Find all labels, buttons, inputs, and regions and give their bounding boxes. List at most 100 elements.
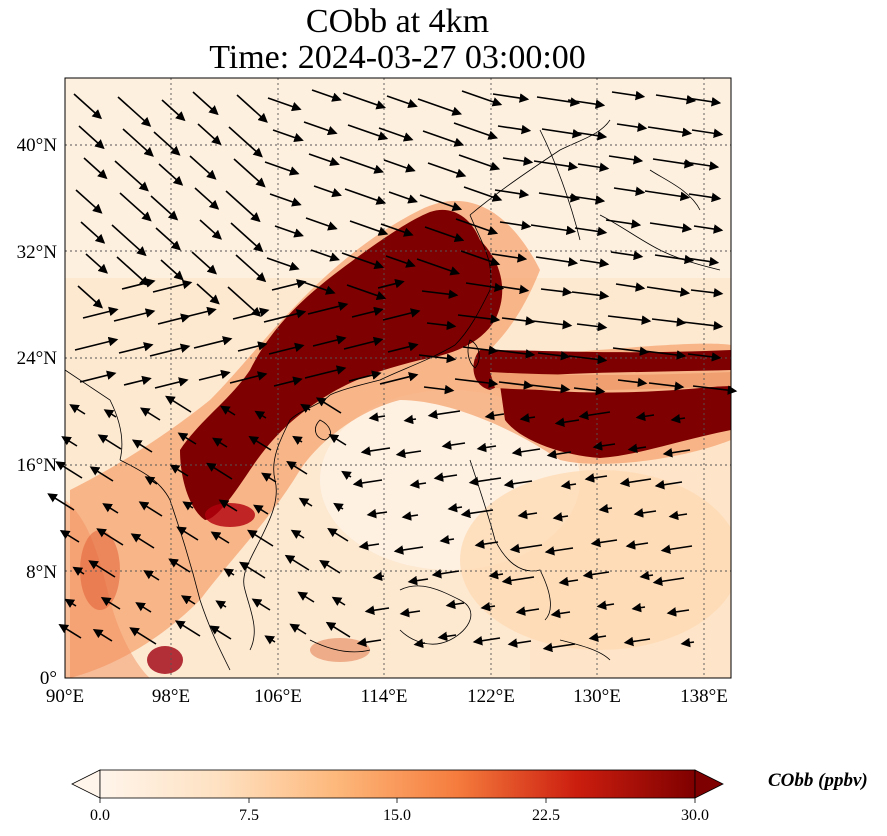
wind-vector [608,154,644,165]
x-tick: 138°E [680,686,728,707]
wind-vector [627,443,647,454]
wind-vector [385,255,416,268]
wind-vector [274,225,304,238]
wind-vector [668,510,688,521]
wind-vector [423,384,455,395]
wind-vector [236,94,268,123]
wind-vector [655,94,697,105]
wind-vector [652,158,695,169]
wind-vector [386,95,418,109]
wind-vector [569,195,606,205]
wind-vector [455,218,499,236]
wind-vector [680,637,695,648]
wind-vector [121,278,156,290]
wind-vector [55,461,83,479]
wind-vector [327,527,349,542]
wind-vector [286,460,308,475]
wind-vector [64,598,77,608]
wind-vector [339,156,385,174]
map-frame [64,77,732,679]
wind-vector [267,97,302,112]
wind-vector [654,254,695,265]
wind-vector [499,220,532,231]
wind-vector [144,476,158,486]
wind-vector [158,163,184,186]
wind-vector [476,442,497,453]
wind-vector [228,126,263,158]
wind-vector [319,559,341,574]
y-tick: 32°N [17,242,58,263]
wind-vector [383,159,416,173]
wind-vector [498,380,534,390]
x-tick: 98°E [152,686,190,707]
wind-vector [356,637,382,647]
wind-vector [465,282,505,293]
wind-vector [571,290,610,301]
wind-vector [615,282,646,292]
wind-vector [399,607,421,618]
wind-vector [515,606,540,616]
wind-vector [176,526,199,541]
wind-vector [85,253,108,274]
y-tick: 40°N [17,135,58,156]
wind-vector [193,336,233,349]
wind-vector [494,188,530,199]
colorbar-extend-max [694,769,724,799]
wind-vector [612,346,650,357]
wind-vector [576,321,608,332]
wind-vector [311,89,342,102]
wind-vector [206,462,233,480]
wind-vector [388,191,418,204]
wind-vector [272,129,304,143]
wind-vector [237,341,268,352]
wind-vector [223,568,235,578]
wind-vector [312,335,347,347]
wind-vector [433,472,458,482]
wind-vector [155,227,181,251]
wind-vector [666,607,690,617]
wind-vector [646,286,691,297]
wind-vector [567,99,606,109]
wind-vector [647,126,693,137]
wind-vector [198,369,231,381]
wind-vector [643,350,687,360]
wind-vector [150,195,179,221]
wind-vector [537,350,571,361]
wind-vector [97,434,122,450]
wind-vector [138,501,163,517]
plume-core [180,209,503,521]
wind-vector [192,91,219,116]
wind-vector [468,476,502,487]
wind-vector [458,154,501,171]
wind-vector [218,499,238,512]
wind-vector [407,575,429,586]
wind-vector [379,372,419,385]
wind-vector [546,449,572,459]
wind-vector [492,93,530,103]
wind-vector [686,96,722,107]
wind-vector [153,131,181,156]
wind-vector [73,93,102,120]
wind-vector [644,190,691,202]
wind-vector [625,540,649,550]
wind-vectors [47,89,738,653]
wind-vector [445,599,465,610]
wind-vector [454,378,499,388]
wind-vector [542,642,576,653]
wind-vector [78,125,105,150]
wind-vector [584,473,608,483]
colorbar: 0.0 7.5 15.0 22.5 30.0 [71,769,724,824]
wind-vector [596,600,615,610]
wind-vector [421,289,459,300]
wind-vector [268,342,305,355]
wind-vector [79,370,117,383]
colorbar-gradient [99,769,696,799]
wind-vector [271,279,307,291]
wind-vector [74,336,119,351]
wind-vector [292,435,303,446]
wind-vector [462,345,499,355]
colorbar-tick: 0.0 [90,807,110,824]
wind-vector [382,308,421,321]
wind-vector [541,128,583,139]
wind-vector [610,250,644,261]
